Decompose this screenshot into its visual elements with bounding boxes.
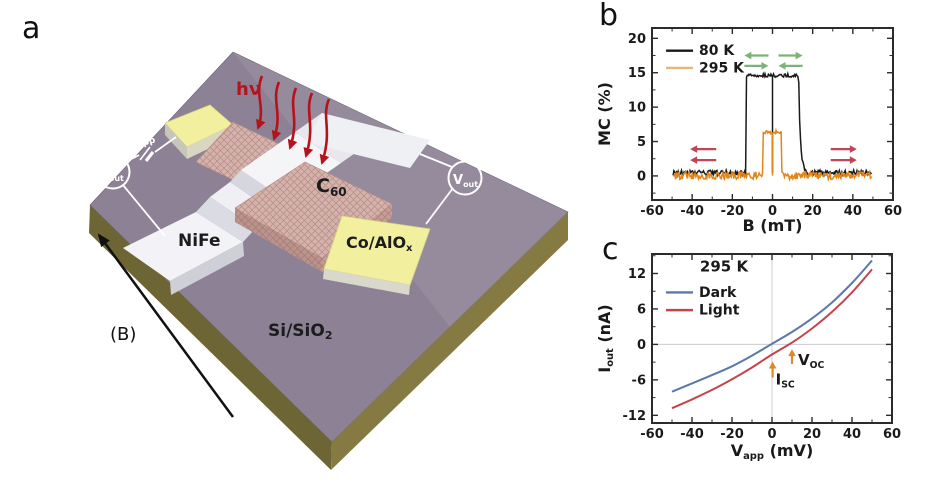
svg-text:Dark: Dark: [699, 285, 737, 301]
svg-text:0: 0: [637, 169, 646, 184]
left-contact-pad-face-sw: [165, 123, 187, 159]
svg-text:40: 40: [843, 427, 861, 442]
vout-label: Vout: [453, 173, 478, 189]
svg-text:5: 5: [637, 135, 646, 150]
state-arrow-right: [778, 51, 803, 60]
vout-meter: [447, 160, 483, 196]
svg-text:-60: -60: [640, 427, 664, 442]
substrate-label: Si/SiO2: [268, 321, 332, 342]
y-tick-labels: -12 -6 0 6 12: [623, 267, 647, 424]
svg-text:6: 6: [637, 302, 646, 317]
svg-text:60: 60: [884, 204, 902, 219]
svg-text:0: 0: [767, 427, 776, 442]
svg-text:0: 0: [637, 338, 646, 353]
hv-photon-arrows: [256, 75, 331, 165]
state-arrow-left: [744, 51, 769, 60]
series-Dark: [671, 259, 873, 393]
c60-label: C60: [316, 175, 347, 199]
legend-title: 295 K: [700, 258, 750, 276]
y-tick-labels: 0 5 10 15 20: [628, 32, 646, 185]
b-field-arrow: [97, 233, 235, 418]
svg-text:15: 15: [628, 66, 646, 81]
wire-electrode-to-vout: [419, 153, 453, 168]
svg-text:-20: -20: [720, 427, 744, 442]
hv-label: hν: [236, 79, 261, 100]
iout-meter: [95, 154, 131, 190]
panel-a-schematic: a: [22, 11, 569, 470]
svg-text:295 K: 295 K: [699, 60, 745, 76]
x-axis-title: B (mT): [743, 216, 803, 235]
svg-text:-20: -20: [721, 204, 745, 219]
measurement-circuit: [95, 136, 483, 237]
svg-text:20: 20: [628, 32, 646, 47]
substrate-side-right: [331, 212, 568, 470]
x-tick-labels: -60 -40 -20 0 20 40 60: [640, 204, 902, 219]
series-295 K: [672, 127, 873, 183]
state-arrow-right: [830, 156, 857, 164]
state-arrow-left: [778, 62, 803, 70]
svg-text:80 K: 80 K: [699, 43, 735, 59]
svg-text:VOC: VOC: [798, 351, 825, 371]
annotation-ISC: ISC: [768, 361, 795, 391]
y-axis-title: Iout (nA): [595, 304, 616, 373]
y-axis-title: MC (%): [595, 82, 614, 146]
svg-text:20: 20: [803, 427, 821, 442]
svg-text:0: 0: [768, 204, 777, 219]
battery-plate-short: [144, 151, 155, 162]
wire-battery-to-pad: [154, 136, 177, 153]
state-arrow-left: [690, 145, 717, 153]
plot-frame: [651, 27, 894, 201]
nife-label: NiFe: [178, 231, 221, 251]
svg-text:40: 40: [844, 204, 862, 219]
state-arrow-right: [744, 62, 769, 70]
series-Light: [671, 268, 873, 410]
wire-vout-to-pad: [425, 187, 454, 225]
substrate-side-left: [89, 205, 332, 470]
svg-text:-40: -40: [680, 427, 704, 442]
annotation-VOC: VOC: [788, 349, 825, 371]
plot-frame: [651, 253, 893, 424]
iout-label: Iout: [104, 167, 124, 183]
x-axis-title: Vapp (mV): [731, 441, 814, 462]
svg-text:-40: -40: [680, 204, 704, 219]
b-field-label: (B): [110, 324, 136, 345]
legend: Dark Light: [666, 285, 740, 319]
right-contact-pad-face: [323, 269, 410, 295]
svg-text:60: 60: [883, 427, 901, 442]
svg-text:12: 12: [628, 267, 646, 282]
coalox-label: Co/AlOx: [346, 233, 413, 254]
wire-iout-to-nife: [122, 184, 166, 237]
svg-text:20: 20: [804, 204, 822, 219]
state-arrow-left: [690, 156, 717, 164]
svg-text:-60: -60: [640, 204, 664, 219]
x-tick-labels: -60 -40 -20 0 20 40 60: [640, 427, 901, 442]
svg-text:-6: -6: [632, 373, 646, 388]
svg-text:10: 10: [628, 101, 646, 116]
panel-c-letter: c: [602, 237, 619, 267]
battery-plate-long: [139, 146, 151, 161]
state-arrow-right: [830, 145, 857, 153]
panel-b-letter: b: [599, 0, 618, 33]
svg-text:-12: -12: [623, 409, 647, 424]
panel-a-letter: a: [22, 11, 40, 46]
svg-text:Light: Light: [699, 303, 740, 319]
left-contact-pad-face-se: [187, 125, 233, 159]
svg-text:ISC: ISC: [776, 371, 795, 391]
